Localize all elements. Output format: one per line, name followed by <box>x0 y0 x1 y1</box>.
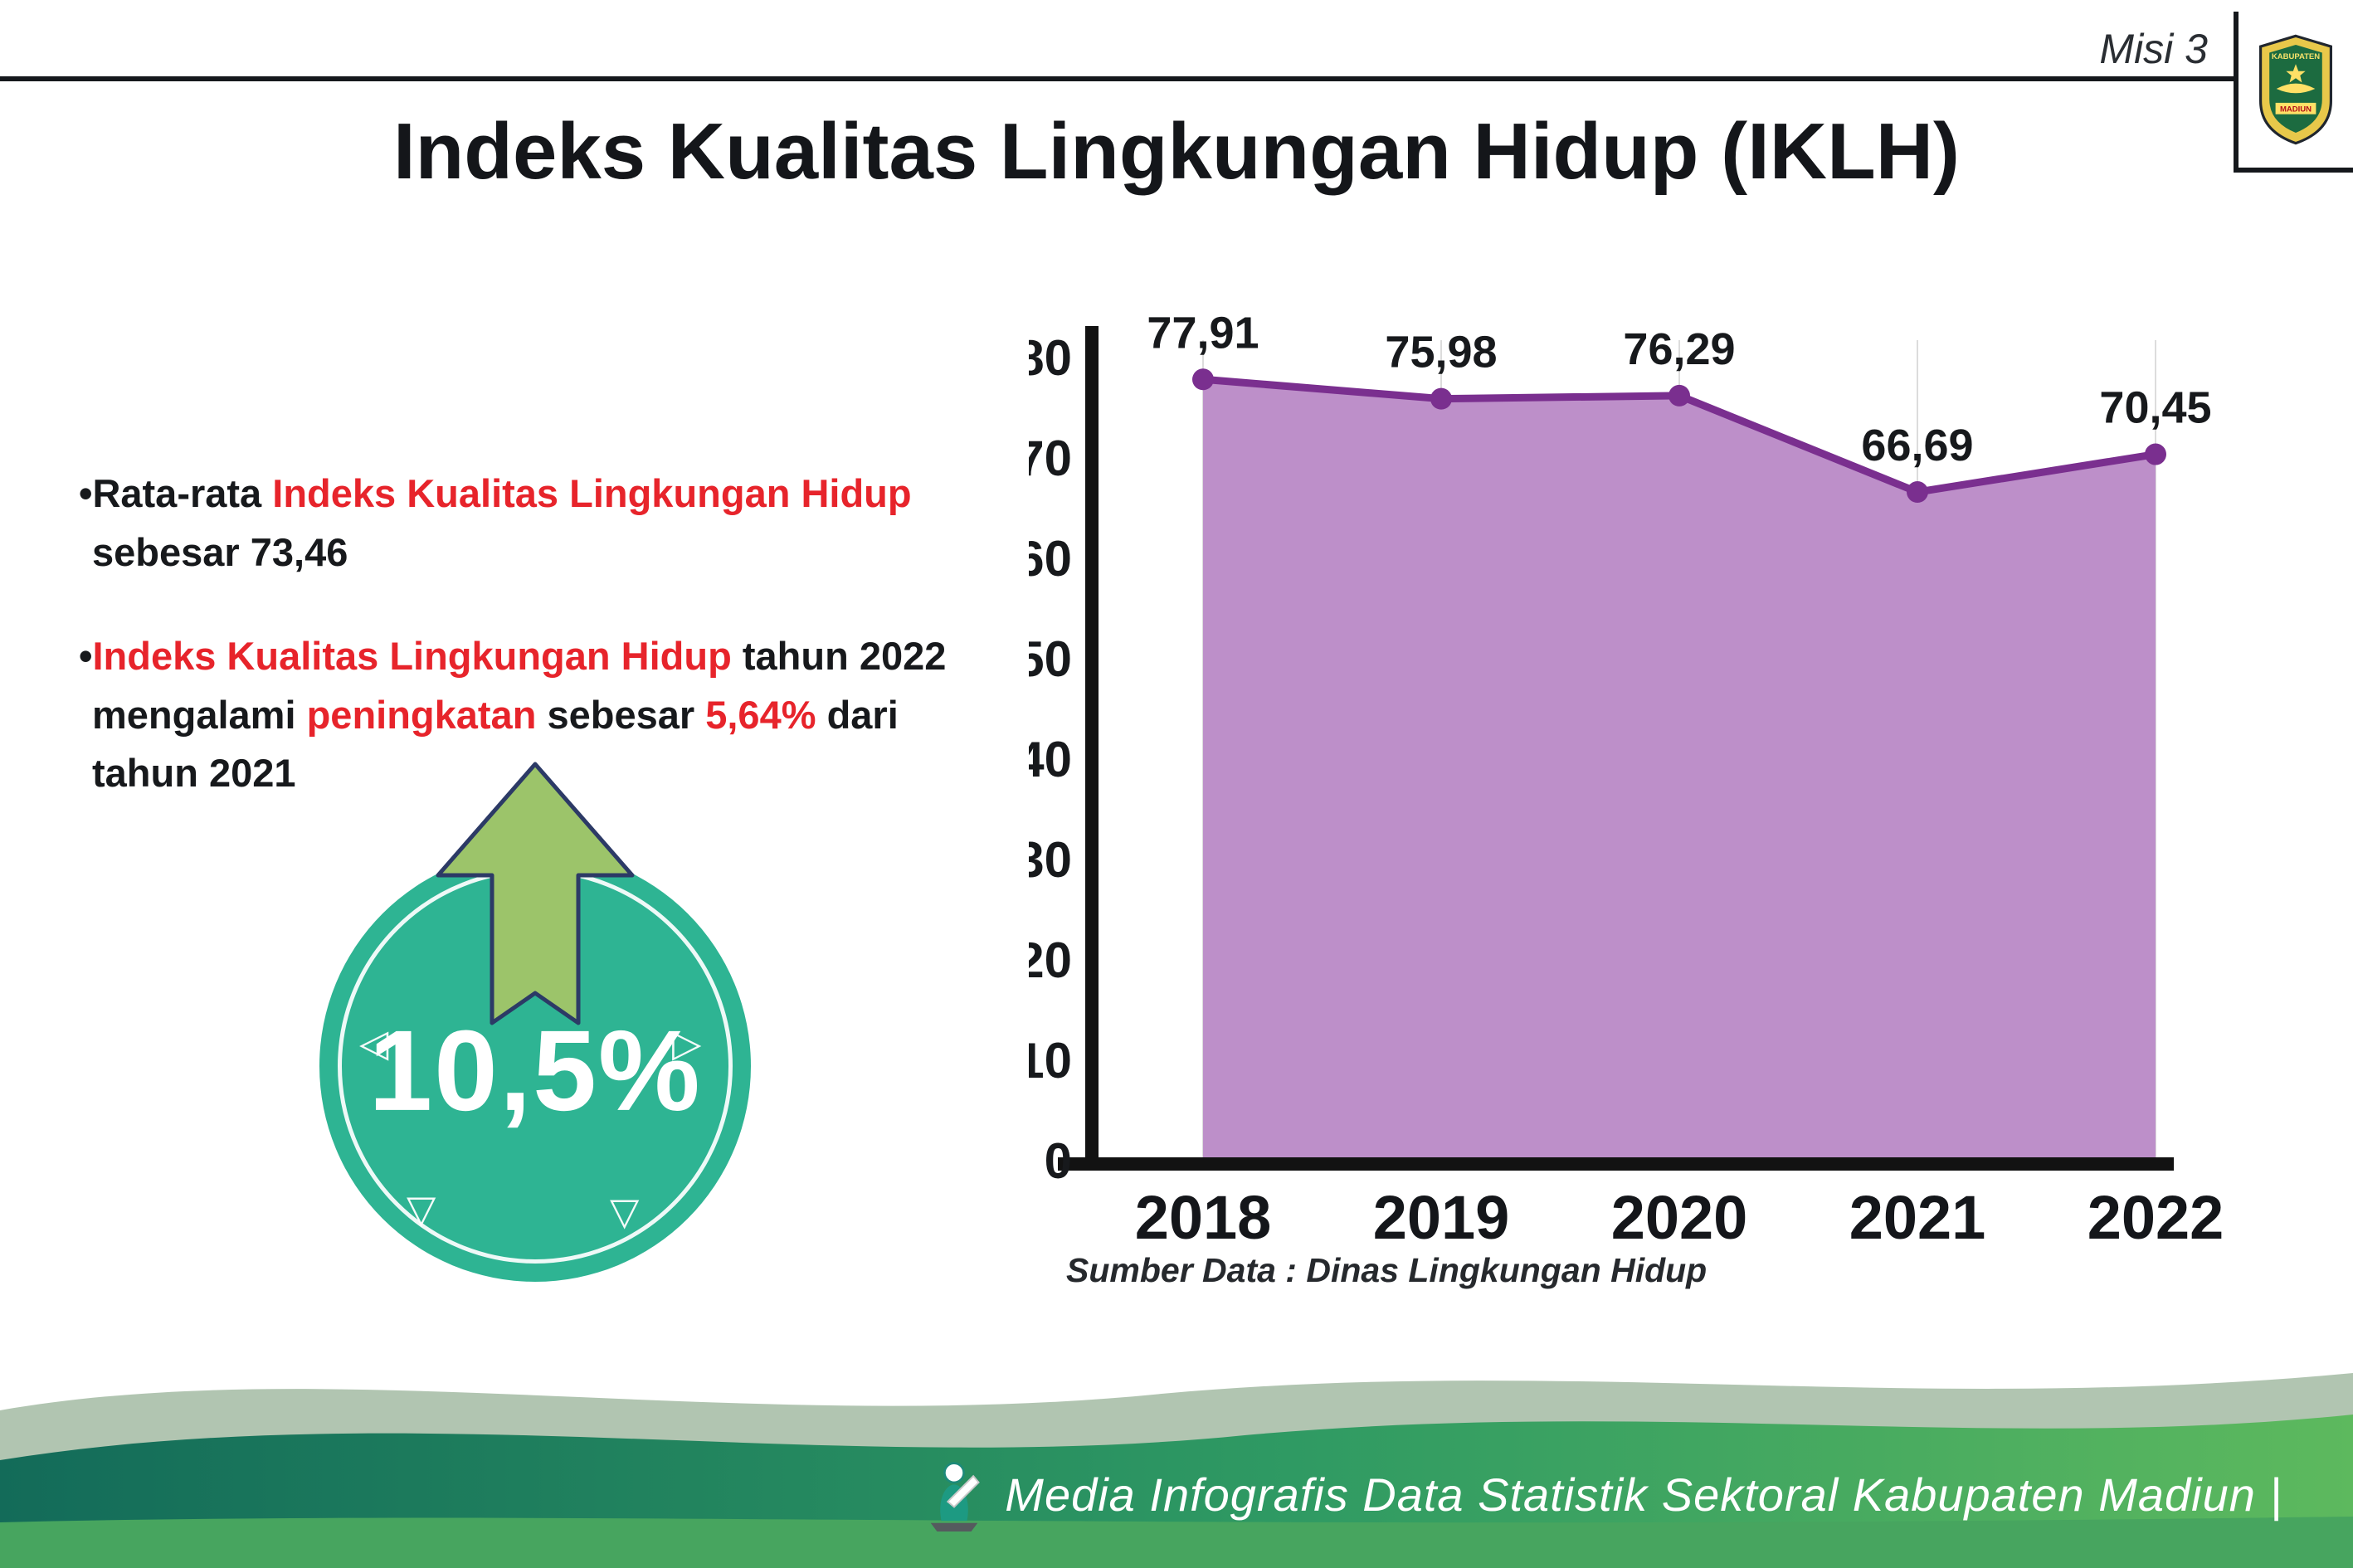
bullet-average-line2: sebesar 73,46 <box>92 529 348 574</box>
y-tick-label: 50 <box>1029 631 1072 687</box>
bullet-increase-line2: mengalami peningkatan sebesar 5,64% dari <box>79 686 1008 745</box>
mascot-base <box>931 1522 978 1531</box>
y-tick-label: 40 <box>1029 732 1072 787</box>
footer-wave-bottom-band <box>0 1517 2353 1568</box>
data-point <box>1430 387 1452 410</box>
y-tick-label: 0 <box>1045 1133 1072 1189</box>
mission-label: Misi 3 <box>2099 26 2208 72</box>
bullet-increase-line1: •Indeks Kualitas Lingkungan Hidup tahun … <box>79 627 1008 686</box>
bullet-increase: •Indeks Kualitas Lingkungan Hidup tahun … <box>79 627 1008 803</box>
data-point <box>1669 384 1690 407</box>
crest-wings <box>2276 83 2316 94</box>
footer-mascot-icon <box>931 1462 981 1531</box>
data-point <box>1907 481 1928 504</box>
y-tick-label: 10 <box>1029 1033 1072 1088</box>
value-label: 77,91 <box>1147 308 1259 358</box>
bullet-highlight: 5,64% <box>705 692 816 737</box>
bullet-text: •Rata-rata <box>79 471 273 515</box>
data-point <box>2145 443 2166 465</box>
crest-text-bottom: MADIUN <box>2280 105 2312 114</box>
bullet-highlight: Indeks Kualitas Lingkungan Hidup <box>92 634 732 678</box>
x-axis-label: 2018 <box>1135 1183 1272 1252</box>
crest-banner <box>2275 102 2316 114</box>
kabupaten-madiun-logo: KABUPATEN MADIUN <box>2234 12 2353 173</box>
y-tick-label: 70 <box>1029 431 1072 486</box>
x-axis <box>1058 1157 2174 1171</box>
up-arrow-icon <box>436 762 635 1025</box>
bullet-average-line1: •Rata-rata Indeks Kualitas Lingkungan Hi… <box>79 465 1008 523</box>
x-axis-label: 2020 <box>1611 1183 1748 1252</box>
bullet-average: •Rata-rata Indeks Kualitas Lingkungan Hi… <box>79 465 1008 582</box>
footer-caption: Media Infografis Data Statistik Sektoral… <box>1005 1468 2282 1521</box>
x-axis-label: 2021 <box>1849 1183 1986 1252</box>
bullet-highlight: peningkatan <box>306 692 537 737</box>
x-axis-label: 2022 <box>2087 1183 2224 1252</box>
data-point <box>1192 368 1214 391</box>
increase-badge: ◁ ▷ ▽ ▽ 10,5% <box>319 759 751 1298</box>
crest-star-icon <box>2286 64 2306 83</box>
crest-text-top: KABUPATEN <box>2272 52 2320 61</box>
bullet-highlight: Indeks Kualitas Lingkungan Hidup <box>272 471 912 515</box>
bullet-text: mengalami <box>92 692 307 737</box>
y-tick-label: 60 <box>1029 531 1072 587</box>
mascot-head <box>943 1462 966 1484</box>
triangle-icon: ◁ <box>359 1021 389 1064</box>
bullet-text: tahun 2022 <box>731 634 947 678</box>
mascot-pencil <box>947 1474 981 1508</box>
value-label: 75,98 <box>1385 328 1497 377</box>
badge-percentage: 10,5% <box>368 1006 702 1135</box>
bullet-increase-line3: tahun 2021 <box>92 751 296 795</box>
bullet-marker: • <box>79 634 93 678</box>
y-axis <box>1085 326 1099 1171</box>
crest-icon: KABUPATEN MADIUN <box>2259 34 2332 145</box>
page-title: Indeks Kualitas Lingkungan Hidup (IKLH) <box>392 107 1961 196</box>
triangle-icon: ▽ <box>407 1187 436 1230</box>
iklh-area-chart: 77,91 75,98 76,29 66,69 70,45 0 10 20 30 40 50 60 70… <box>1016 303 2232 1298</box>
y-tick-label: 20 <box>1029 933 1072 988</box>
value-label: 76,29 <box>1623 324 1735 374</box>
area-chart-canvas: 77,91 75,98 76,29 66,69 70,45 0 10 20 30 40 50 60 70… <box>1016 308 2224 1252</box>
up-arrow-shape <box>436 762 635 1025</box>
y-tick-label: 30 <box>1029 832 1072 888</box>
header-divider <box>0 76 2235 81</box>
bullet-text: dari <box>816 692 899 737</box>
value-label: 66,69 <box>1861 421 1973 470</box>
x-axis-label: 2019 <box>1373 1183 1510 1252</box>
chart-area <box>1203 379 2156 1157</box>
triangle-icon: ▽ <box>610 1190 640 1233</box>
value-label: 70,45 <box>2099 383 2211 433</box>
footer: Media Infografis Data Statistik Sektoral… <box>922 1457 2282 1531</box>
data-source-note: Sumber Data : Dinas Lingkungan Hidup <box>1066 1251 1708 1289</box>
triangle-icon: ▷ <box>672 1021 702 1064</box>
summary-bullets: •Rata-rata Indeks Kualitas Lingkungan Hi… <box>79 465 1008 803</box>
footer-wave-decoration <box>0 1373 2353 1568</box>
bullet-text: sebesar <box>536 692 706 737</box>
y-tick-label: 80 <box>1029 330 1072 386</box>
